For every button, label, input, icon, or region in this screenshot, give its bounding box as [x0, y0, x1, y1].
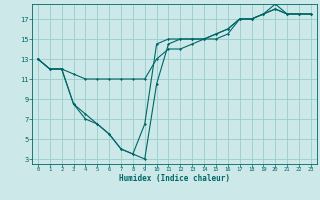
X-axis label: Humidex (Indice chaleur): Humidex (Indice chaleur): [119, 174, 230, 183]
